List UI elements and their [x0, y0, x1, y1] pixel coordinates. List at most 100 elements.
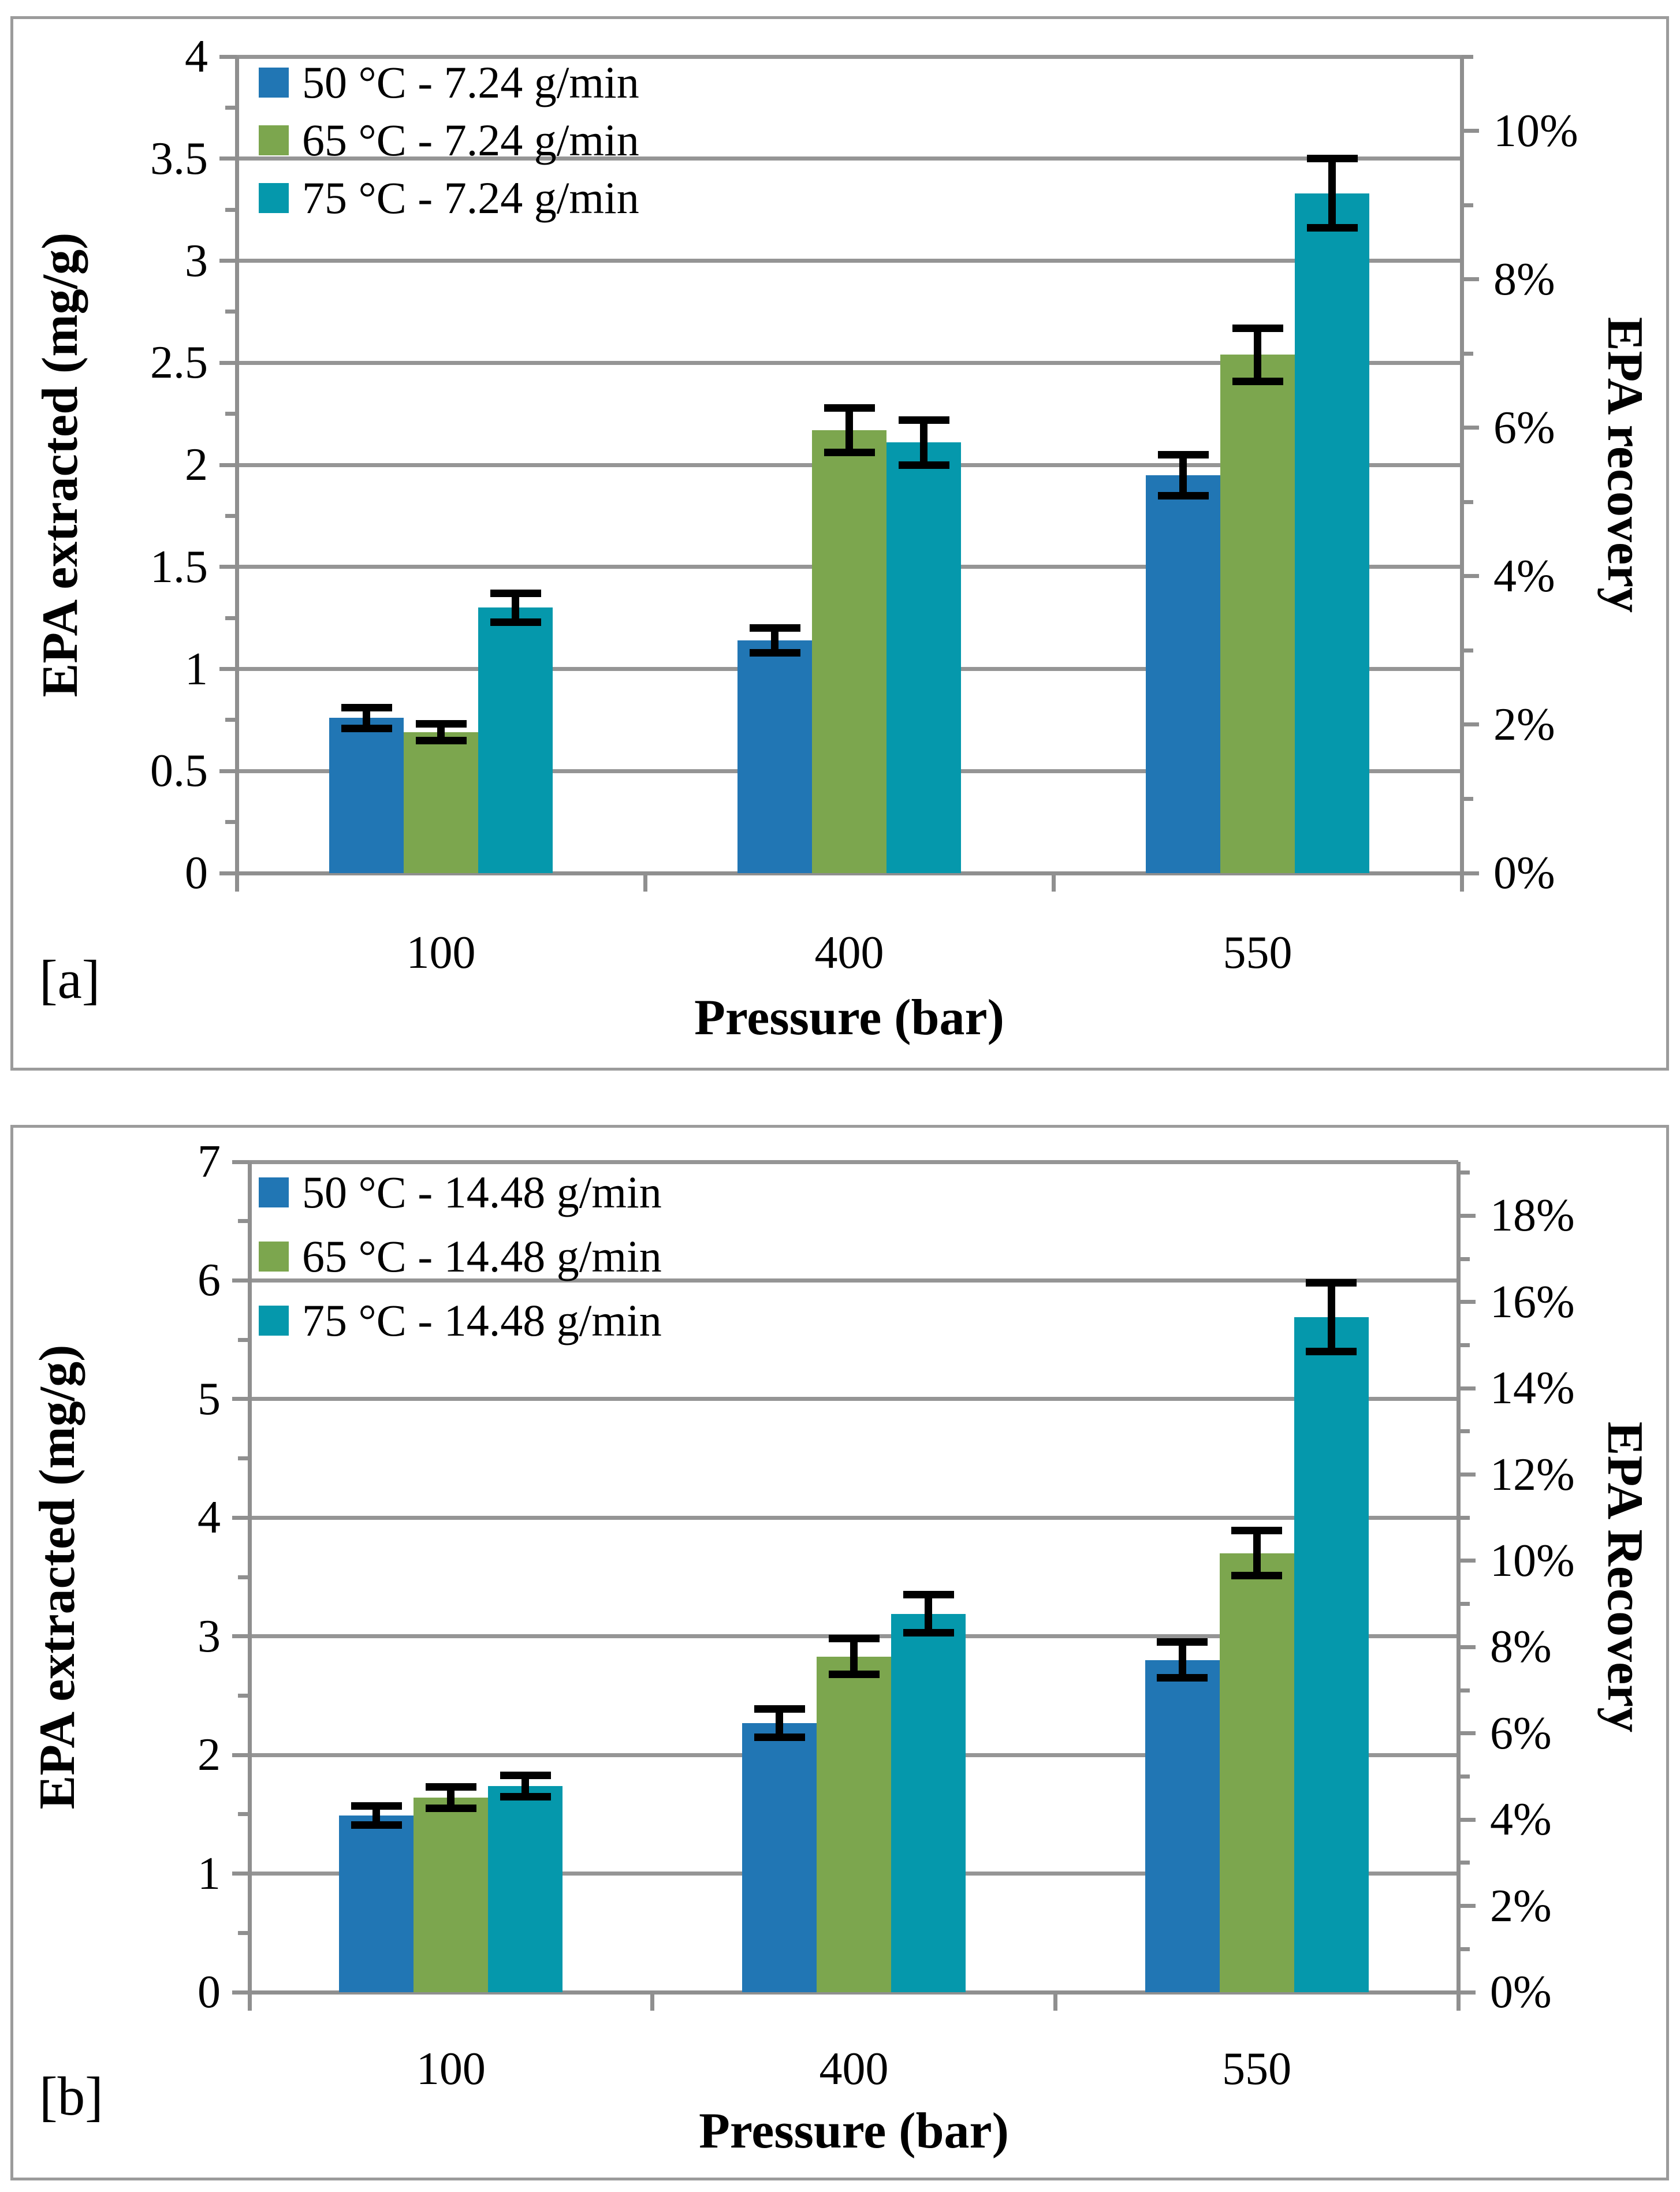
right-axis-tick-label: 8%	[1490, 1621, 1552, 1673]
right-axis-minor-tick	[1462, 499, 1473, 504]
left-axis-major-tick	[232, 1278, 249, 1283]
bar-series2-cat2	[812, 430, 886, 873]
left-axis-major-tick	[219, 259, 237, 263]
right-axis-tick-label: 14%	[1490, 1363, 1575, 1414]
x-axis-line	[249, 1990, 1458, 1995]
x-axis-line	[237, 871, 1462, 875]
left-axis-title: EPA extracted (mg/g)	[29, 1344, 85, 1810]
left-axis-minor-tick	[225, 616, 237, 620]
legend-label-series3: 75 °C - 7.24 g/min	[302, 173, 639, 223]
right-axis-minor-tick	[1458, 1343, 1470, 1347]
left-axis-minor-tick	[225, 820, 237, 825]
left-axis-tick-label: 0.5	[150, 745, 208, 797]
bar-series2-cat1	[404, 732, 478, 873]
error-bar-cap-bottom	[828, 1670, 880, 1678]
right-axis-minor-tick	[1462, 796, 1473, 801]
right-axis-title: EPA Recovery	[1597, 1421, 1653, 1733]
right-axis-major-tick	[1462, 426, 1479, 430]
bar-series2-cat3	[1219, 1553, 1294, 1992]
error-bar-cap-top	[425, 1783, 476, 1791]
x-axis-tick	[247, 1992, 252, 2011]
left-axis-minor-tick	[238, 1456, 249, 1461]
error-bar-cap-top	[749, 624, 800, 632]
x-axis-category-label: 100	[416, 2044, 486, 2094]
error-bar-line	[512, 593, 519, 622]
right-axis-major-tick	[1458, 1817, 1476, 1822]
error-bar-cap-bottom	[754, 1733, 805, 1741]
right-axis-tick-label: 16%	[1490, 1276, 1575, 1328]
x-axis-tick	[1456, 1992, 1461, 2011]
gridline	[237, 259, 1462, 263]
panel-corner-label: [a]	[39, 949, 100, 1010]
left-axis-tick-label: 3	[198, 1611, 221, 1662]
left-axis-tick-label: 3.5	[150, 133, 208, 184]
right-axis-minor-tick	[1458, 1774, 1470, 1779]
x-axis-tick	[650, 1992, 655, 2011]
left-axis-minor-tick	[238, 1812, 249, 1817]
left-axis-tick-label: 1.5	[150, 541, 208, 592]
left-axis-major-tick	[232, 1753, 249, 1757]
x-axis-category-label: 100	[406, 927, 476, 978]
error-bar-cap-top	[490, 590, 541, 598]
error-bar-line	[1179, 454, 1187, 495]
right-axis-major-tick	[1458, 1472, 1476, 1477]
left-axis-tick-label: 1	[185, 643, 208, 695]
right-axis-minor-tick	[1462, 54, 1473, 59]
legend-swatch-series3	[259, 183, 289, 213]
left-axis-minor-tick	[225, 718, 237, 722]
right-axis-major-tick	[1458, 1300, 1476, 1304]
right-axis-minor-tick	[1458, 1257, 1470, 1261]
left-axis-major-tick	[232, 1397, 249, 1401]
left-axis-tick-label: 2	[198, 1729, 221, 1781]
right-axis-major-tick	[1462, 277, 1479, 282]
error-bar-line	[771, 628, 778, 653]
left-axis-tick-label: 7	[198, 1136, 221, 1187]
right-axis-minor-tick	[1458, 1947, 1470, 1951]
x-axis-title: Pressure (bar)	[699, 2103, 1009, 2159]
gridline	[237, 360, 1462, 365]
right-axis-tick-label: 6%	[1493, 402, 1555, 453]
left-axis-title: EPA extracted (mg/g)	[32, 232, 88, 698]
gridline	[237, 54, 1462, 59]
gridline	[249, 1397, 1458, 1401]
error-bar-cap-bottom	[425, 1805, 476, 1813]
error-bar-line	[1253, 1530, 1261, 1576]
error-bar-line	[1328, 158, 1336, 228]
left-axis-tick-label: 3	[185, 235, 208, 286]
error-bar-line	[1178, 1642, 1186, 1678]
x-axis-tick	[234, 873, 239, 892]
left-axis-tick-label: 6	[198, 1255, 221, 1306]
left-axis-line	[234, 57, 239, 877]
left-axis-minor-tick	[225, 412, 237, 416]
right-axis-tick-label: 2%	[1490, 1880, 1552, 1932]
error-bar-cap-bottom	[341, 724, 392, 732]
left-axis-major-tick	[232, 1872, 249, 1876]
bar-series1-cat2	[737, 640, 812, 873]
error-bar-cap-bottom	[824, 449, 875, 457]
legend-swatch-series1	[259, 68, 289, 98]
legend-swatch-series3	[259, 1306, 289, 1336]
chart-panel-a: 0 0.5 1 1.5 2 2.5 3 3.5 4 0% 2% 4% 6% 8% 10% 100 400 550 5…	[10, 16, 1669, 1071]
gridline	[249, 1160, 1458, 1164]
right-axis-minor-tick	[1458, 1688, 1470, 1693]
error-bar-line	[925, 1594, 932, 1633]
right-axis-tick-label: 0%	[1493, 848, 1555, 899]
right-axis-minor-tick	[1458, 1515, 1470, 1520]
right-axis-tick-label: 2%	[1493, 699, 1555, 750]
right-axis-tick-label: 6%	[1490, 1708, 1552, 1759]
error-bar-line	[447, 1787, 455, 1809]
left-axis-major-tick	[219, 565, 237, 569]
right-axis-tick-label: 4%	[1493, 550, 1555, 602]
error-bar-cap-bottom	[415, 736, 467, 744]
right-axis-tick-label: 10%	[1493, 105, 1578, 156]
x-axis-tick	[643, 873, 647, 892]
left-axis-tick-label: 4	[185, 31, 208, 82]
right-axis-major-tick	[1458, 1559, 1476, 1563]
right-axis-minor-tick	[1462, 351, 1473, 356]
error-bar-cap-top	[351, 1802, 402, 1810]
left-axis-major-tick	[219, 667, 237, 671]
error-bar-cap-top	[1157, 450, 1209, 458]
x-axis-category-label: 550	[1223, 927, 1292, 978]
error-bar-cap-top	[1306, 1279, 1357, 1287]
error-bar-cap-bottom	[490, 618, 541, 626]
